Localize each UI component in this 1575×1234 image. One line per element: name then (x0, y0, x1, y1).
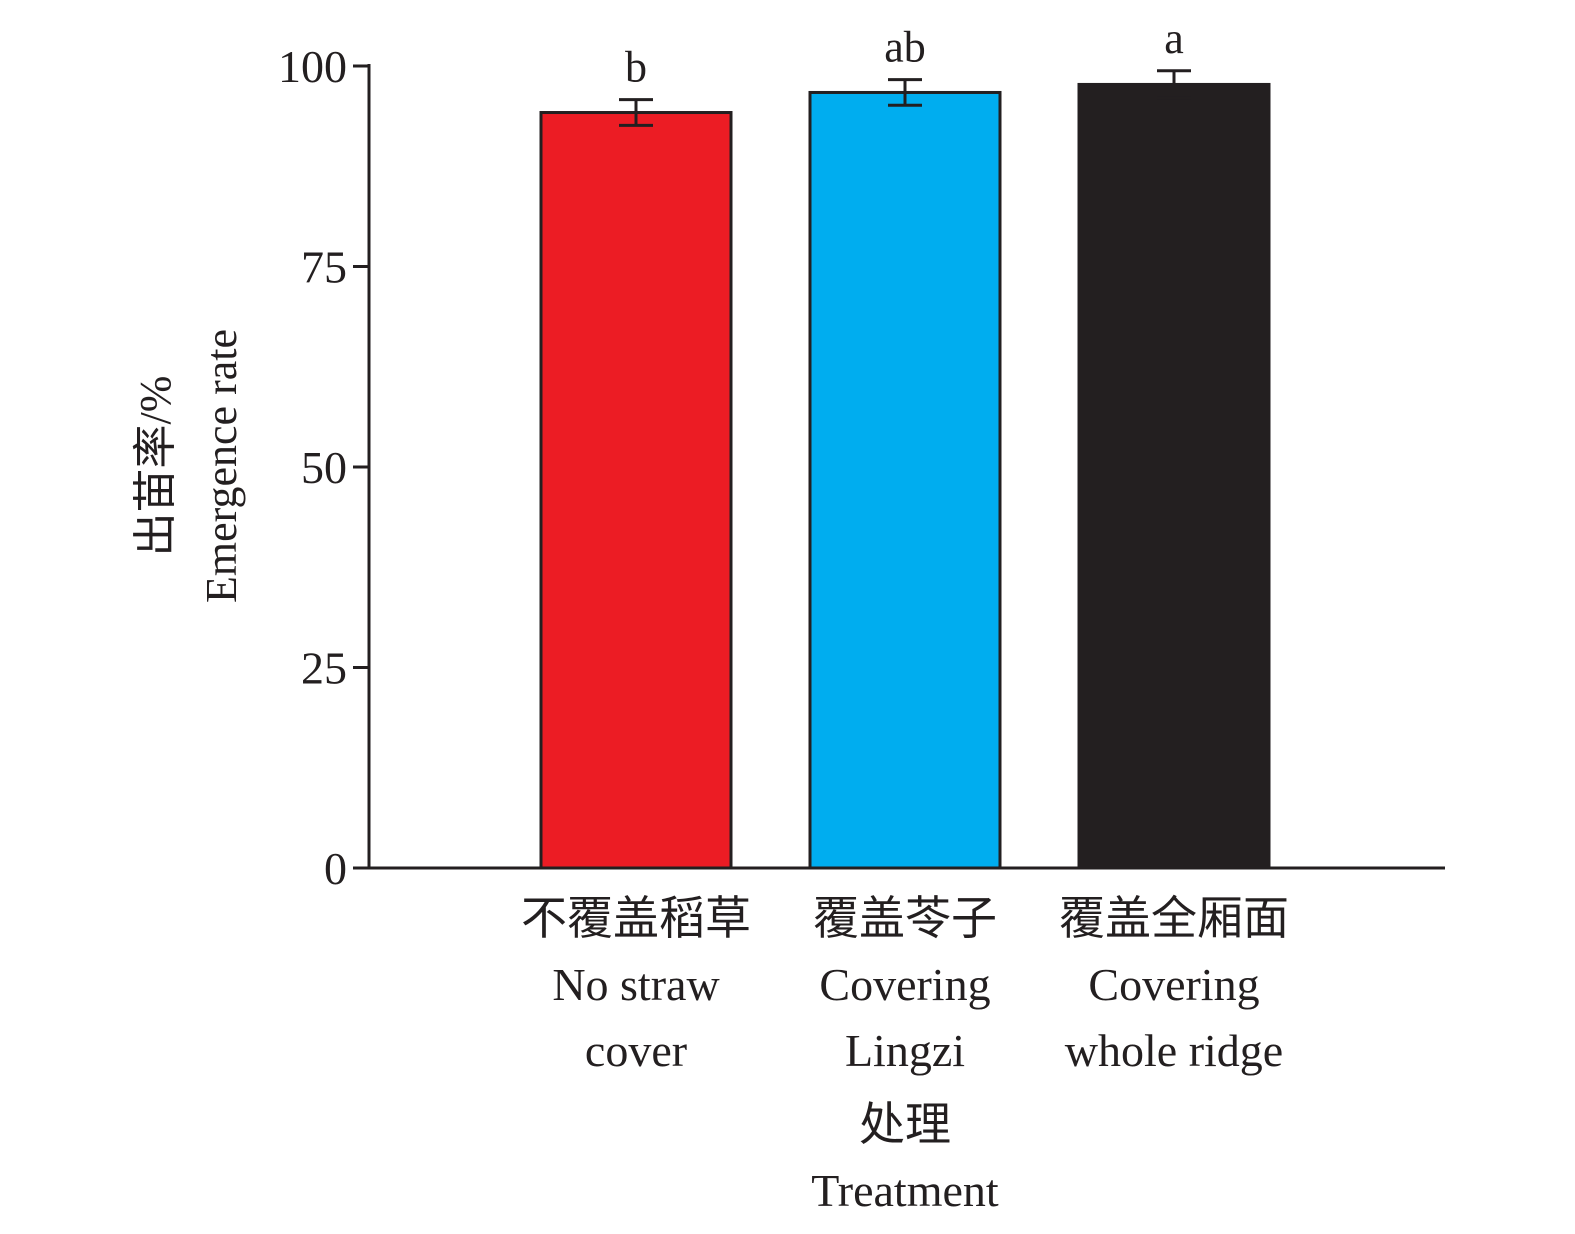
significance-letter: ab (884, 23, 926, 72)
y-axis-ticks: 0 25 50 75 100 (278, 41, 369, 894)
category-labels: 不覆盖稻草 No straw cover 覆盖苓子 Covering Lingzi 覆盖全厢… (521, 893, 1289, 1076)
significance-letter: b (625, 43, 647, 92)
bar (1077, 82, 1271, 870)
significance-letters: b ab a (625, 14, 1184, 92)
y-tick-label: 0 (324, 843, 347, 894)
category-label-zh: 覆盖全厢面 (1059, 893, 1289, 944)
y-tick-label: 75 (301, 242, 347, 293)
category-label-en: cover (585, 1025, 687, 1076)
error-bars (619, 69, 1191, 127)
y-axis-title-en: Emergence rate (197, 329, 246, 603)
error-bar (1157, 69, 1191, 100)
bars (539, 82, 1271, 870)
category-label-zh: 不覆盖稻草 (521, 893, 751, 944)
significance-letter: a (1164, 14, 1184, 63)
y-tick-label: 100 (278, 41, 347, 92)
y-tick-label: 50 (301, 442, 347, 493)
bar (808, 90, 1002, 870)
category-label-en: No straw (552, 959, 720, 1010)
category-label-en: Covering (1088, 959, 1259, 1010)
bar (539, 111, 733, 870)
x-axis-title-zh: 处理 (859, 1099, 951, 1150)
category-label-en: Lingzi (845, 1025, 965, 1076)
category-label-en: whole ridge (1065, 1025, 1283, 1076)
error-bar (619, 98, 653, 127)
x-axis-title-en: Treatment (811, 1165, 999, 1216)
error-bar (888, 78, 922, 107)
y-tick-label: 25 (301, 643, 347, 694)
category-label-zh: 覆盖苓子 (813, 893, 997, 944)
y-axis-title-zh: 出苗率/% (131, 376, 180, 557)
category-label-en: Covering (819, 959, 990, 1010)
